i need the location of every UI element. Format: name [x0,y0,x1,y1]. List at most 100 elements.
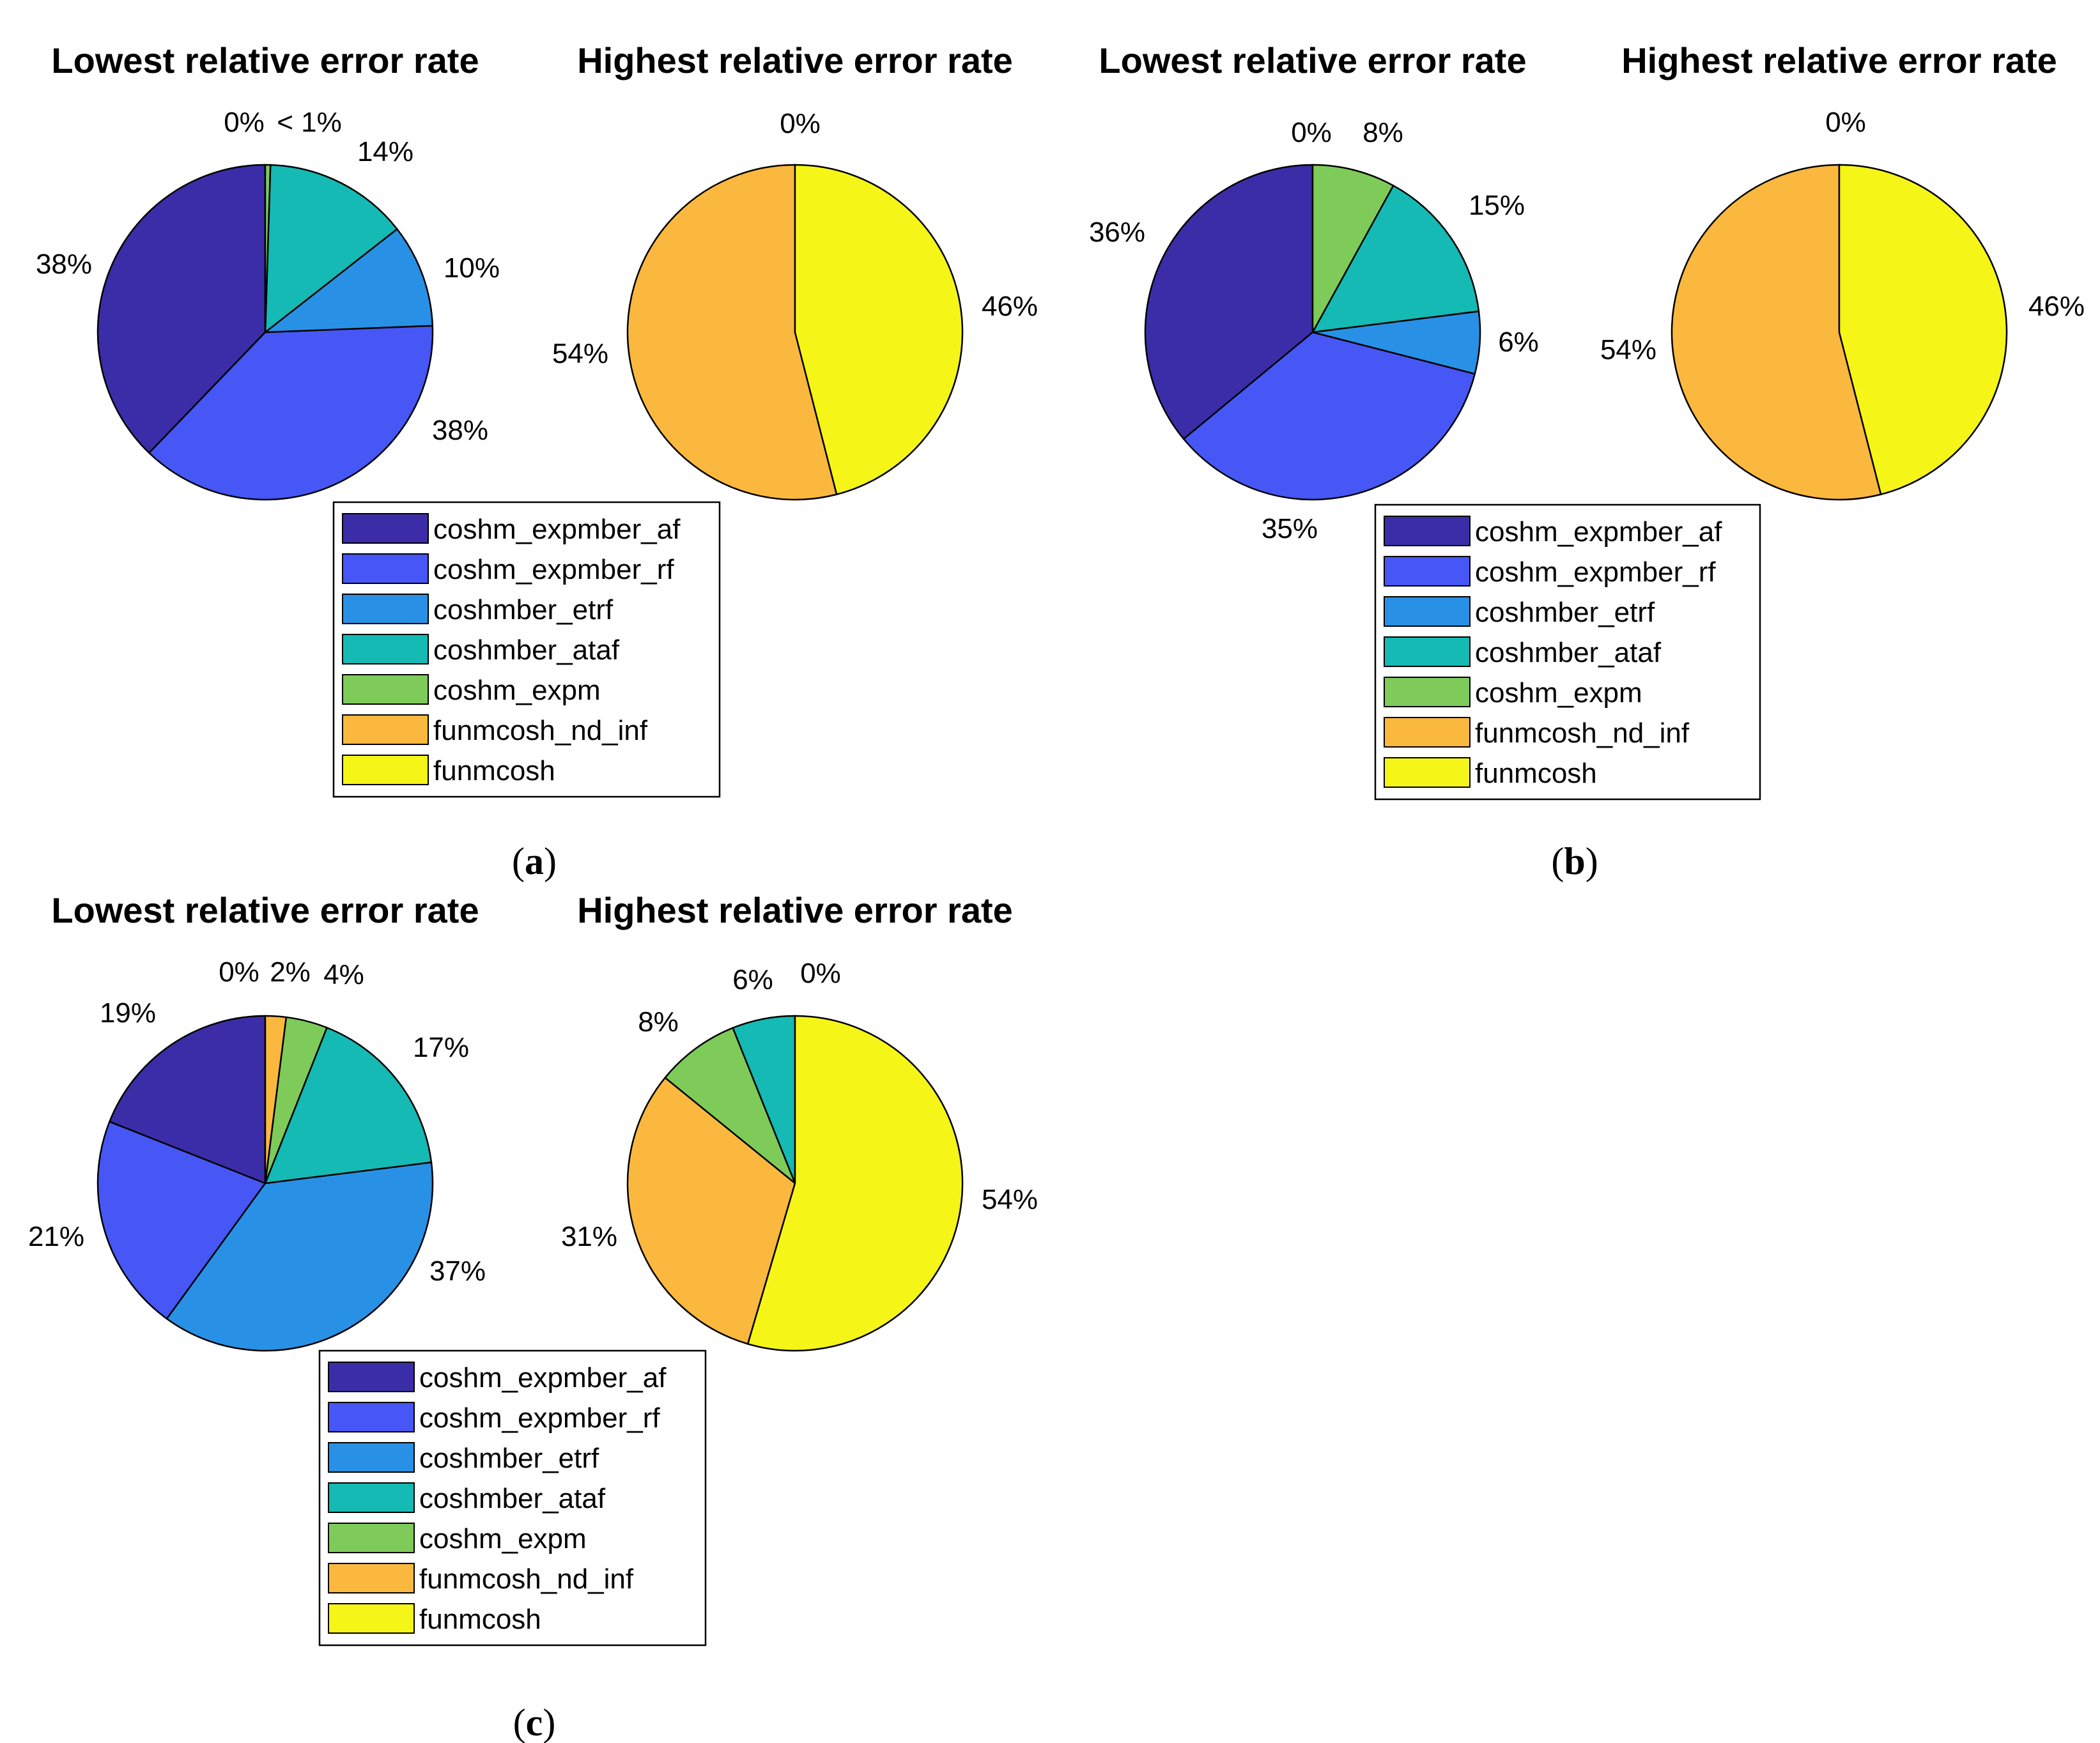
pie-chart-b-lowest: Lowest relative error rate 36% 35% 6% 15% 8% 0… [1089,40,1539,544]
pie-chart-a-lowest: Lowest relative error rate 38% 38% 10% 14% < … [36,40,500,501]
pct-label-coshmber-ataf: 14% [357,136,413,167]
pct-label-funmcosh-nd-inf: 0% [1291,117,1332,148]
legend-label-coshm-expmber-rf: coshm_expmber_rf [1475,557,1716,588]
pct-label-coshmber-etrf: 6% [1498,326,1539,358]
legend-label-coshmber-ataf: coshmber_ataf [1475,637,1662,668]
pct-label-funmcosh: 0% [219,956,259,988]
legend-label-coshmber-ataf: coshmber_ataf [433,634,620,666]
legend-label-funmcosh: funmcosh [419,1604,541,1635]
pct-label-coshm-expmber-rf: 35% [1262,513,1318,544]
pct-label-funmcosh-nd-inf: 54% [552,338,608,369]
pie-slice-funmcosh-nd-inf [626,1077,796,1345]
legend-swatch-coshm-expmber-rf [1384,556,1471,587]
legend-swatch-funmcosh [328,1603,415,1634]
pie-slice-coshm-expm [663,1027,797,1186]
pct-label-coshm-expm: 8% [638,1006,679,1038]
legend-label-coshmber-etrf: coshmber_etrf [419,1443,599,1474]
legend-label-funmcosh-nd-inf: funmcosh_nd_inf [433,715,648,746]
panel-label-close: ) [544,840,557,882]
legend-label-coshmber-etrf: coshmber_etrf [1475,597,1655,628]
pct-label-coshm-expmber-rf: 21% [28,1221,84,1252]
pct-label-coshm-expmber-af: 38% [36,249,92,280]
pie-slice-coshmber-etrf [263,227,434,334]
legend-swatch-funmcosh [342,755,429,785]
legend-a: coshm_expmber_af coshm_expmber_rf coshmber… [332,501,721,798]
pct-label-zero: 0% [780,108,821,139]
pie-slice-funmcosh [746,1015,964,1352]
pie-slice-funmcosh-nd-inf [264,1015,288,1184]
pie-chart-c-lowest: Lowest relative error rate 19% 21% 37% 17% 4%… [28,890,486,1352]
pie-slice-coshmber-etrf [166,1161,434,1352]
legend-label-coshm-expm: coshm_expm [433,675,601,706]
pie-chart-b-highest: Highest relative error rate 54% 46% 0% [1600,40,2085,501]
pie-title: Highest relative error rate [577,40,1013,81]
legend-swatch-funmcosh-nd-inf [342,714,429,745]
pie-title: Highest relative error rate [1621,40,2057,81]
legend-label-funmcosh-nd-inf: funmcosh_nd_inf [1475,718,1690,749]
panel-label-c: (c) [513,1701,556,1743]
pct-label-coshm-expmber-af: 19% [100,997,156,1029]
panel-label-open: ( [1551,840,1564,882]
legend-label-coshm-expmber-rf: coshm_expmber_rf [433,554,674,585]
panel-label-close: ) [1586,840,1598,882]
panel-label-b: (b) [1551,840,1598,882]
pct-label-coshmber-ataf: 6% [732,964,773,995]
panel-label-letter: a [525,840,544,882]
legend-label-funmcosh-nd-inf: funmcosh_nd_inf [419,1563,634,1595]
pie-chart-a-highest: Highest relative error rate 54% 46% 0% [552,40,1038,501]
pie-slice-funmcosh [794,164,964,496]
pct-label-coshm-expm: 4% [323,959,364,990]
pie-chart-c-highest: Highest relative error rate 6% 8% 31% 54% 0% [561,890,1038,1352]
pie-slice-coshm-expmber-af [108,1015,266,1185]
pie-slice-coshm-expm [264,164,272,333]
pct-label-coshm-expmber-af: 36% [1089,217,1145,248]
legend-swatch-funmcosh [1384,757,1471,788]
pct-label-funmcosh: 54% [982,1184,1038,1215]
legend-swatch-coshmber-etrf [342,594,429,624]
pie-title: Lowest relative error rate [51,40,479,81]
pct-label-funmcosh: 46% [982,291,1038,322]
pie-slice-coshm-expm [1311,164,1394,333]
legend-label-coshm-expmber-af: coshm_expmber_af [433,514,681,545]
pie-title: Lowest relative error rate [1099,40,1526,81]
panel-label-letter: c [526,1701,543,1743]
legend-swatch-coshmber-etrf [1384,596,1471,627]
legend-swatch-coshm-expm [328,1523,415,1553]
legend-label-coshm-expm: coshm_expm [419,1523,587,1555]
legend-swatch-coshm-expmber-af [328,1362,415,1392]
panel-label-open: ( [513,1701,526,1743]
legend-swatch-coshm-expmber-rf [342,553,429,584]
legend-swatch-coshm-expmber-rf [328,1402,415,1432]
pct-label-coshm-expmber-rf: 38% [432,415,488,446]
pie-slice-coshm-expmber-rf [1182,331,1476,501]
pct-label-coshmber-ataf: 17% [413,1032,469,1063]
pie-slice-funmcosh-nd-inf [1671,164,1882,501]
pie-title: Lowest relative error rate [51,890,479,930]
panel-label-letter: b [1564,840,1585,882]
legend-swatch-funmcosh-nd-inf [1384,717,1471,748]
pie-slice-funmcosh-nd-inf [626,164,838,501]
pie-slice-coshm-expmber-af [97,164,266,454]
legend-c: coshm_expmber_af coshm_expmber_rf coshmber… [318,1349,707,1647]
legend-label-coshm-expmber-af: coshm_expmber_af [419,1362,667,1394]
pie-slice-funmcosh [1838,164,2008,496]
pie-slice-coshmber-ataf [264,1026,433,1185]
legend-label-funmcosh: funmcosh [1475,758,1597,789]
legend-swatch-coshm-expmber-af [1384,516,1471,546]
pct-label-funmcosh-nd-inf: 54% [1600,334,1656,365]
legend-swatch-coshmber-ataf [328,1482,415,1513]
pct-label-funmcosh-nd-inf: 2% [270,956,311,988]
panel-label-open: ( [512,840,525,882]
legend-label-coshm-expmber-af: coshm_expmber_af [1475,516,1722,548]
pct-label-coshmber-etrf: 10% [444,252,500,284]
pie-slice-coshmber-ataf [1311,184,1480,334]
legend-swatch-coshm-expm [1384,677,1471,707]
pie-slice-coshm-expmber-rf [148,325,434,501]
pct-label-funmcosh: 46% [2028,291,2085,322]
legend-swatch-coshm-expm [342,674,429,705]
legend-label-coshm-expm: coshm_expm [1475,677,1642,709]
legend-label-coshm-expmber-rf: coshm_expmber_rf [419,1402,660,1434]
pie-slice-coshm-expmber-rf [97,1120,266,1320]
legend-label-coshmber-ataf: coshmber_ataf [419,1483,606,1514]
